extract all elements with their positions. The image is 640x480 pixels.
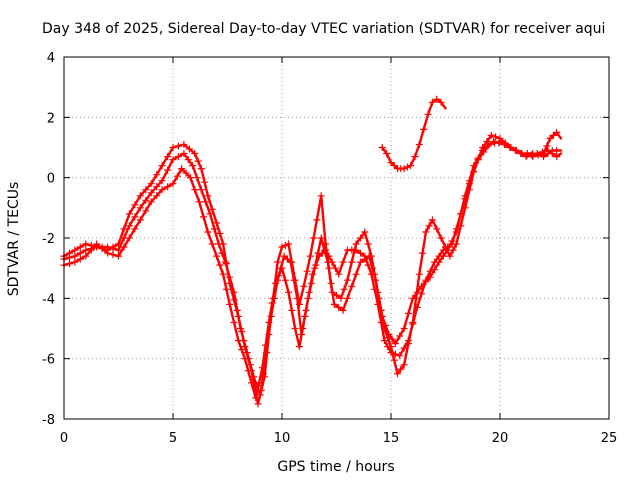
x-tick-label: 20: [492, 431, 509, 446]
series-2-line: [62, 140, 563, 400]
y-tick-label: 0: [47, 172, 55, 187]
y-tick-label: -4: [42, 292, 55, 307]
series-4-markers: [378, 95, 445, 173]
y-tick-label: -2: [42, 232, 55, 247]
chart-title: Day 348 of 2025, Sidereal Day-to-day VTE…: [42, 21, 605, 37]
y-tick-label: -8: [42, 413, 55, 428]
x-axis-label: GPS time / hours: [277, 459, 394, 475]
y-tick-label: 4: [47, 51, 55, 66]
series-3-markers: [60, 138, 561, 399]
series-1-markers: [60, 128, 561, 408]
y-axis: -8 -6 -4 -2 0 2 4: [42, 51, 609, 428]
series-4-line: [381, 98, 447, 170]
x-tick-label: 5: [169, 431, 177, 446]
y-axis-label: SDTVAR / TECUs: [6, 182, 22, 297]
series-2-markers: [60, 138, 561, 402]
x-tick-label: 0: [60, 431, 68, 446]
marker-layer: [60, 95, 561, 408]
y-tick-label: 2: [47, 111, 55, 126]
grid: [64, 57, 609, 419]
x-tick-label: 25: [601, 431, 618, 446]
x-axis: 0 5 10 15 20 25: [60, 57, 617, 446]
x-tick-label: 10: [274, 431, 291, 446]
y-tick-label: -6: [42, 353, 55, 368]
x-tick-label: 15: [383, 431, 400, 446]
